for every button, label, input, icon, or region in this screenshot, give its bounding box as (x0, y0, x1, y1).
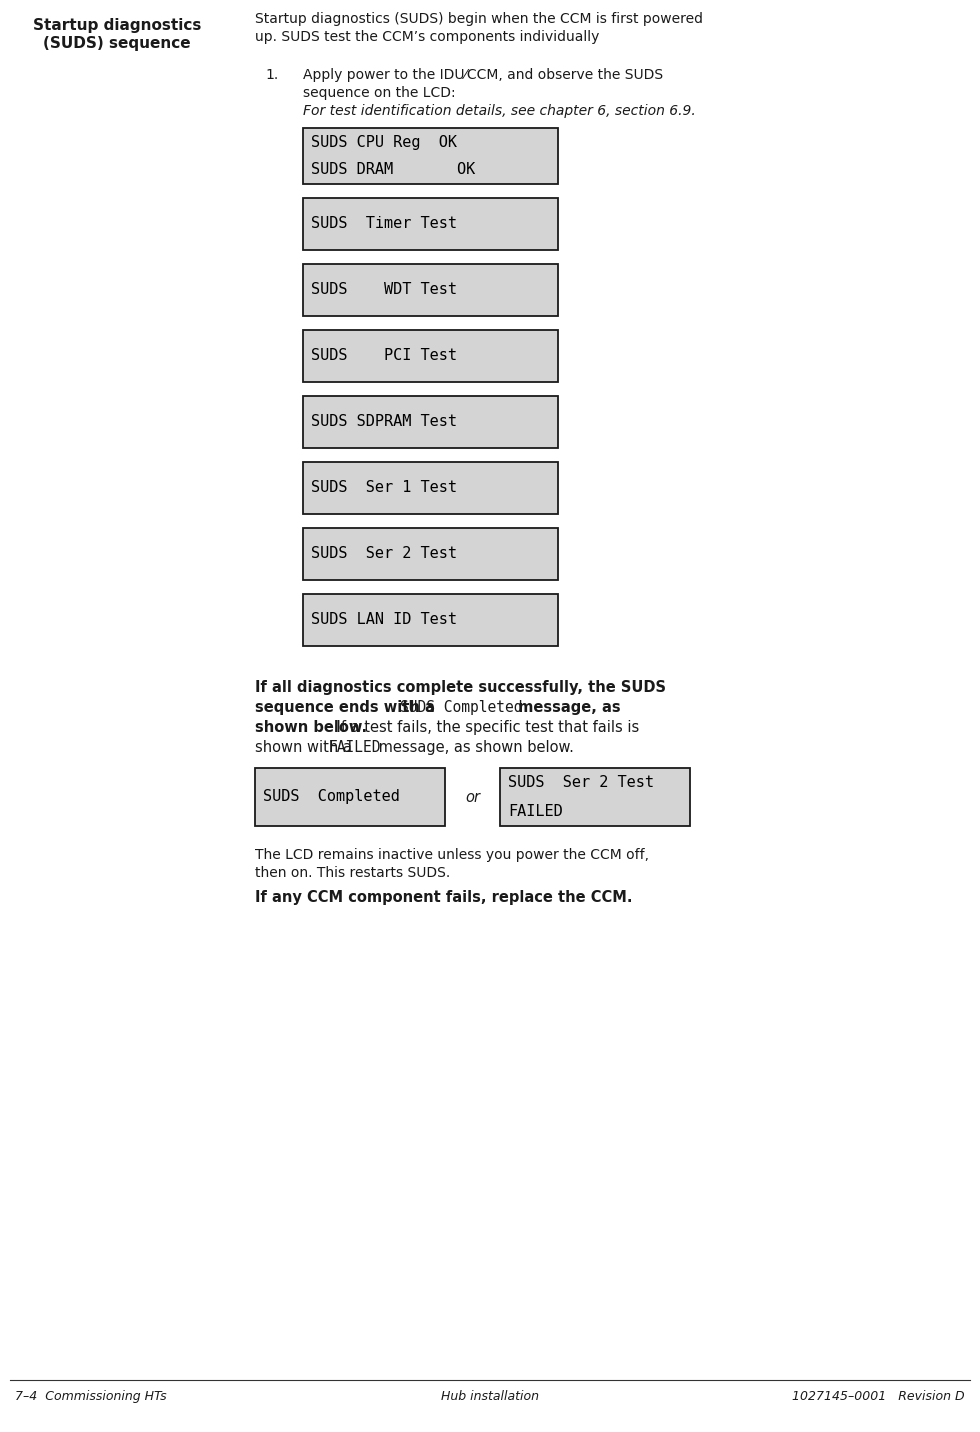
Text: SUDS  Ser 2 Test: SUDS Ser 2 Test (508, 775, 654, 790)
Text: Apply power to the IDU⁄CCM, and observe the SUDS: Apply power to the IDU⁄CCM, and observe … (303, 67, 663, 82)
Text: 1027145–0001   Revision D: 1027145–0001 Revision D (793, 1390, 965, 1403)
Text: (SUDS) sequence: (SUDS) sequence (43, 36, 191, 52)
Text: message, as: message, as (513, 700, 620, 715)
Text: SUDS    WDT Test: SUDS WDT Test (311, 282, 457, 298)
Text: up. SUDS test the CCM’s components individually: up. SUDS test the CCM’s components indiv… (255, 30, 600, 44)
Text: Startup diagnostics (SUDS) begin when the CCM is first powered: Startup diagnostics (SUDS) begin when th… (255, 11, 703, 26)
Text: SUDS SDPRAM Test: SUDS SDPRAM Test (311, 414, 457, 430)
Bar (303, 594, 558, 646)
Text: SUDS DRAM       OK: SUDS DRAM OK (311, 162, 475, 178)
Text: FAILED: FAILED (328, 740, 380, 755)
Text: or: or (465, 789, 480, 805)
Bar (303, 329, 558, 382)
Text: SUDS Completed: SUDS Completed (400, 700, 522, 715)
Bar (303, 528, 558, 580)
Text: message, as shown below.: message, as shown below. (374, 740, 574, 755)
Text: For test identification details, see chapter 6, section 6.9.: For test identification details, see cha… (303, 105, 696, 117)
Bar (303, 198, 558, 251)
Text: SUDS  Ser 2 Test: SUDS Ser 2 Test (311, 547, 457, 561)
Text: SUDS    PCI Test: SUDS PCI Test (311, 348, 457, 364)
Text: If a test fails, the specific test that fails is: If a test fails, the specific test that … (332, 720, 639, 735)
Bar (303, 127, 558, 183)
Text: 7–4  Commissioning HTs: 7–4 Commissioning HTs (15, 1390, 167, 1403)
Text: SUDS  Ser 1 Test: SUDS Ser 1 Test (311, 481, 457, 495)
Text: SUDS CPU Reg  OK: SUDS CPU Reg OK (311, 135, 457, 149)
Bar (500, 768, 690, 826)
Text: FAILED: FAILED (508, 803, 563, 819)
Text: 1.: 1. (265, 67, 278, 82)
Text: shown below.: shown below. (255, 720, 368, 735)
Text: then on. This restarts SUDS.: then on. This restarts SUDS. (255, 866, 450, 881)
Text: The LCD remains inactive unless you power the CCM off,: The LCD remains inactive unless you powe… (255, 848, 649, 862)
Bar (255, 768, 445, 826)
Text: shown with a: shown with a (255, 740, 357, 755)
Bar (303, 263, 558, 316)
Text: sequence ends with a: sequence ends with a (255, 700, 440, 715)
Text: SUDS LAN ID Test: SUDS LAN ID Test (311, 613, 457, 627)
Text: sequence on the LCD:: sequence on the LCD: (303, 86, 456, 100)
Bar (303, 463, 558, 514)
Text: Startup diagnostics: Startup diagnostics (32, 19, 201, 33)
Bar (303, 397, 558, 448)
Text: If all diagnostics complete successfully, the SUDS: If all diagnostics complete successfully… (255, 680, 666, 695)
Text: SUDS  Timer Test: SUDS Timer Test (311, 216, 457, 232)
Text: If any CCM component fails, replace the CCM.: If any CCM component fails, replace the … (255, 891, 632, 905)
Text: SUDS  Completed: SUDS Completed (263, 789, 400, 805)
Text: Hub installation: Hub installation (441, 1390, 539, 1403)
